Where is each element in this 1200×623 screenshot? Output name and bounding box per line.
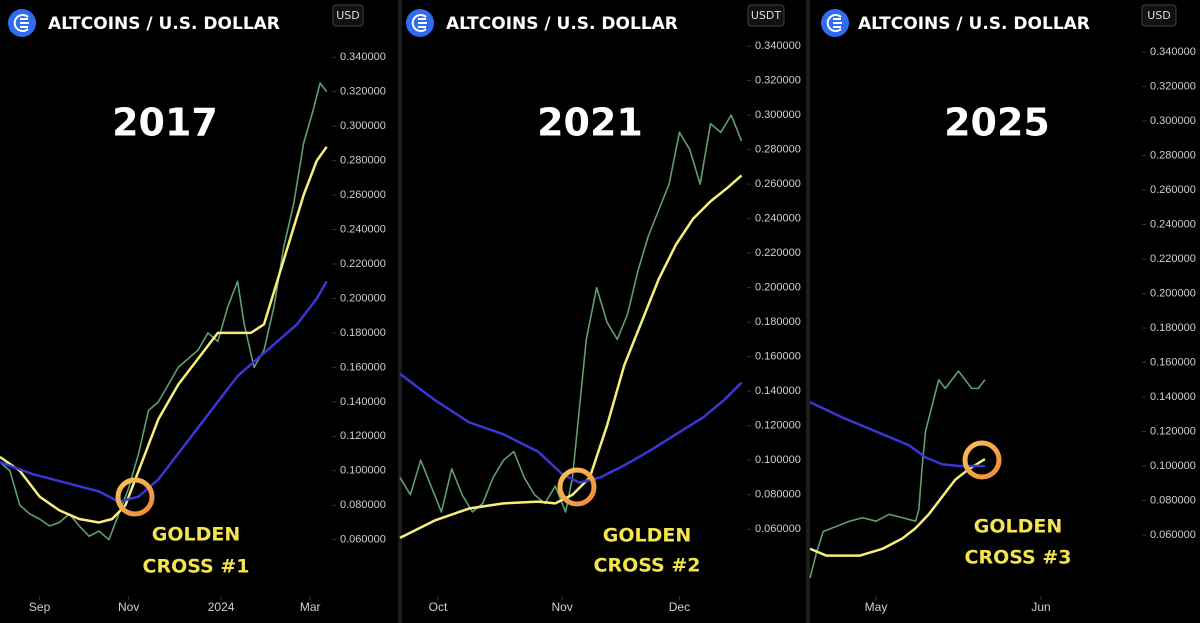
chart-header: ALTCOINS / U.S. DOLLAR xyxy=(48,14,280,34)
y-tick-label: 0.340000 xyxy=(340,51,386,63)
price-line xyxy=(399,114,743,513)
y-tick-label: 0.300000 xyxy=(340,120,386,132)
price-line xyxy=(0,82,328,541)
y-tick-label: 0.240000 xyxy=(340,223,386,235)
y-tick-label: 0.080000 xyxy=(755,489,801,501)
y-tick-label: 0.300000 xyxy=(755,109,801,121)
annotation: CROSS #2 xyxy=(594,555,701,577)
y-tick-label: 0.080000 xyxy=(340,499,386,511)
currency-box xyxy=(747,4,785,27)
moving-average-line xyxy=(809,458,986,557)
y-tick-label: 0.140000 xyxy=(755,385,801,397)
x-tick-label: Nov xyxy=(118,600,139,614)
year-title: 2021 xyxy=(537,101,643,145)
y-tick-label: 0.200000 xyxy=(340,292,386,304)
year-title: 2025 xyxy=(944,101,1050,145)
chart-header: ALTCOINS / U.S. DOLLAR xyxy=(858,14,1090,34)
logo-glyph xyxy=(13,14,29,32)
annotation: GOLDEN xyxy=(974,516,1063,538)
y-tick-label: 0.100000 xyxy=(340,465,386,477)
y-tick-label: 0.260000 xyxy=(1150,184,1196,196)
moving-average-line xyxy=(0,280,328,504)
currency-box xyxy=(332,4,364,27)
y-tick-label: 0.320000 xyxy=(1150,80,1196,92)
y-tick-label: 0.180000 xyxy=(755,316,801,328)
x-tick-label: Nov xyxy=(551,600,572,614)
golden-cross-ring xyxy=(115,477,155,517)
y-tick-label: 0.240000 xyxy=(1150,218,1196,230)
logo-glyph xyxy=(411,14,427,32)
y-tick-label: 0.180000 xyxy=(1150,322,1196,334)
x-tick-label: May xyxy=(865,600,888,614)
y-tick-label: 0.220000 xyxy=(1150,253,1196,265)
annotation: GOLDEN xyxy=(603,525,692,547)
moving-average-line xyxy=(399,174,743,539)
x-tick-label: Oct xyxy=(429,600,448,614)
y-tick-label: 0.200000 xyxy=(1150,287,1196,299)
y-tick-label: 0.120000 xyxy=(755,420,801,432)
y-tick-label: 0.320000 xyxy=(755,74,801,86)
y-tick-label: 0.340000 xyxy=(755,40,801,52)
panel-divider xyxy=(806,0,810,623)
y-tick-label: 0.300000 xyxy=(1150,115,1196,127)
golden-cross-ring xyxy=(962,440,1002,480)
y-tick-label: 0.160000 xyxy=(755,351,801,363)
annotation: CROSS #3 xyxy=(965,547,1072,569)
currency-box xyxy=(1141,4,1177,27)
y-tick-label: 0.100000 xyxy=(755,454,801,466)
y-tick-label: 0.260000 xyxy=(340,189,386,201)
logo-glyph xyxy=(826,14,842,32)
x-tick-label: 2024 xyxy=(208,600,235,614)
x-tick-label: Jun xyxy=(1031,600,1050,614)
currency-label: USD xyxy=(1147,9,1171,22)
charts: ALTCOINS / U.S. DOLLAR USD 0.060000 0.08000… xyxy=(0,4,1196,614)
price-line xyxy=(809,370,986,579)
y-tick-label: 0.200000 xyxy=(755,282,801,294)
annotation: CROSS #1 xyxy=(143,556,250,578)
y-tick-label: 0.220000 xyxy=(755,247,801,259)
x-tick-label: Dec xyxy=(669,600,690,614)
y-tick-label: 0.260000 xyxy=(755,178,801,190)
y-tick-label: 0.160000 xyxy=(340,361,386,373)
y-tick-label: 0.060000 xyxy=(1150,529,1196,541)
y-tick-label: 0.060000 xyxy=(340,534,386,546)
golden-cross-ring xyxy=(557,467,597,507)
y-tick-label: 0.280000 xyxy=(755,143,801,155)
y-tick-label: 0.120000 xyxy=(1150,425,1196,437)
y-tick-label: 0.140000 xyxy=(1150,391,1196,403)
y-tick-label: 0.240000 xyxy=(755,213,801,225)
moving-average-line xyxy=(399,372,743,484)
currency-label: USD xyxy=(336,9,360,22)
panel-divider xyxy=(398,0,402,623)
y-tick-label: 0.180000 xyxy=(340,327,386,339)
y-tick-label: 0.100000 xyxy=(1150,460,1196,472)
y-tick-label: 0.280000 xyxy=(340,155,386,167)
y-tick-label: 0.080000 xyxy=(1150,494,1196,506)
moving-average-line xyxy=(0,146,328,524)
chart-header: ALTCOINS / U.S. DOLLAR xyxy=(446,14,678,34)
y-tick-label: 0.140000 xyxy=(340,396,386,408)
y-tick-label: 0.320000 xyxy=(340,86,386,98)
year-title: 2017 xyxy=(112,101,218,145)
x-tick-label: Sep xyxy=(29,600,51,614)
y-tick-label: 0.280000 xyxy=(1150,149,1196,161)
y-tick-label: 0.120000 xyxy=(340,430,386,442)
y-tick-label: 0.160000 xyxy=(1150,356,1196,368)
x-tick-label: Mar xyxy=(300,600,321,614)
y-tick-label: 0.220000 xyxy=(340,258,386,270)
y-tick-label: 0.060000 xyxy=(755,523,801,535)
y-tick-label: 0.340000 xyxy=(1150,46,1196,58)
moving-average-line xyxy=(809,401,985,468)
currency-label: USDT xyxy=(751,9,782,22)
annotation: GOLDEN xyxy=(152,524,241,546)
